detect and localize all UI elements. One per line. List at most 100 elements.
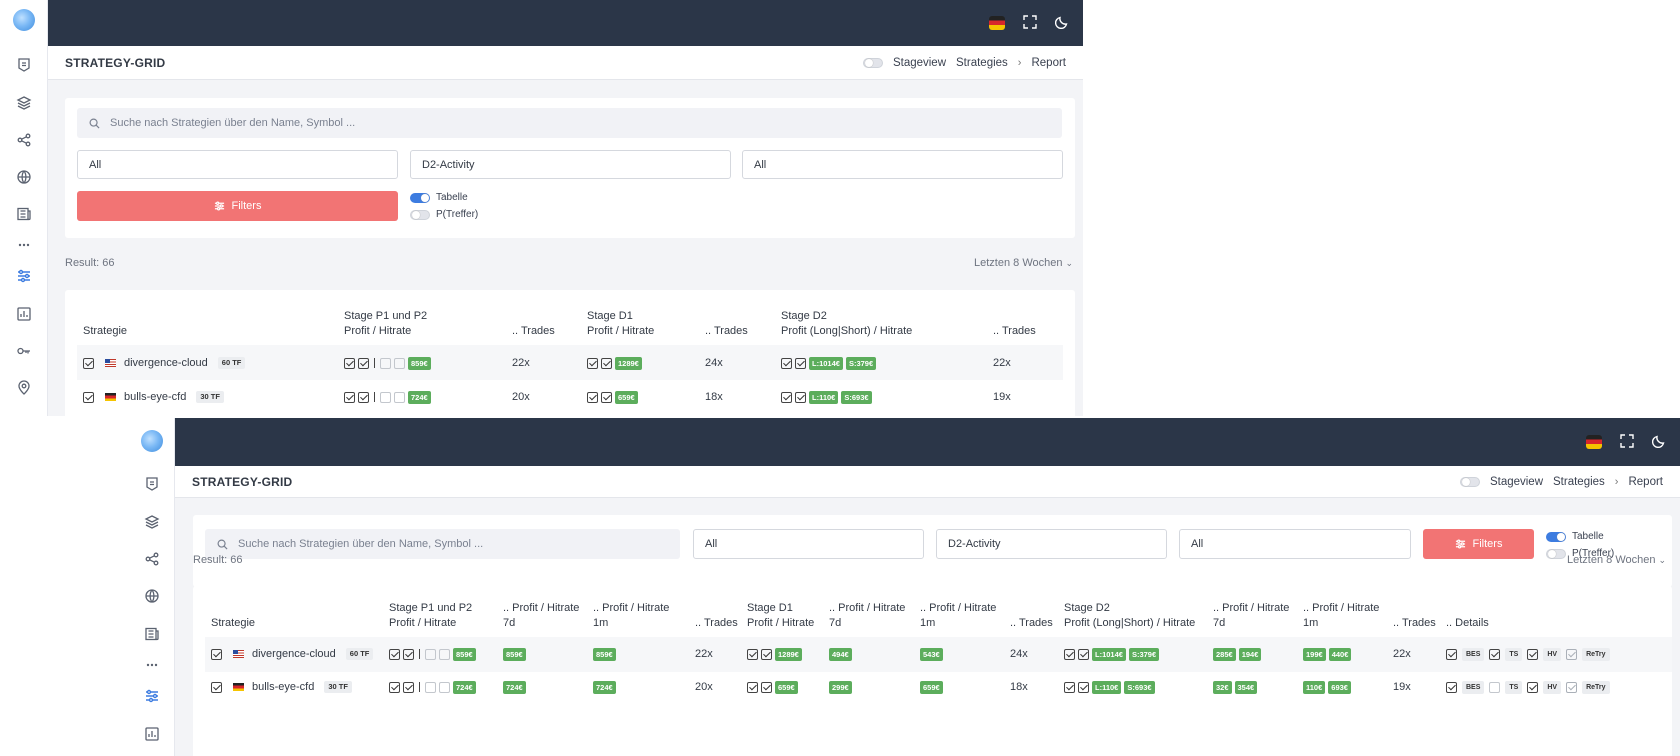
hv-checkbox[interactable] [1527,648,1539,660]
p2-checkbox-extra[interactable] [394,391,405,403]
dark-mode-icon[interactable] [1651,434,1666,451]
strategy-name[interactable]: divergence-cloud [124,357,208,369]
location-icon[interactable] [0,376,48,400]
col-trades-2[interactable]: .. Trades [1010,617,1053,629]
d2-checkbox[interactable] [781,357,792,369]
d1-checkbox[interactable] [587,357,598,369]
row-checkbox[interactable] [211,648,222,660]
d1-checkbox-2[interactable] [601,357,612,369]
d1-checkbox[interactable] [587,391,598,403]
col-trades-3[interactable]: .. Trades [993,325,1036,337]
col-d1-1m[interactable]: .. Profit / Hitrate 1m [920,602,997,629]
select-2[interactable]: D2-Activity [410,150,731,179]
p1-checkbox[interactable] [389,648,400,660]
table-row[interactable]: bulls-eye-cfd 30 TF [211,680,352,694]
globe-icon[interactable] [0,165,48,189]
p1-checkbox[interactable] [344,357,355,369]
p1-checkbox[interactable] [389,681,400,693]
d2-checkbox[interactable] [1064,681,1075,693]
retry-checkbox[interactable] [1566,648,1578,660]
p2-checkbox[interactable] [403,648,414,660]
bes-checkbox[interactable] [1446,648,1457,660]
chart-icon[interactable] [128,722,176,746]
d1-checkbox-2[interactable] [761,681,772,693]
p2-checkbox-extra[interactable] [439,681,450,693]
row-checkbox[interactable] [83,357,94,369]
sliders-icon[interactable] [128,684,176,708]
filters-button[interactable]: Filters [77,191,398,221]
table-row[interactable]: bulls-eye-cfd 30 TF [83,390,224,404]
shield-icon[interactable] [128,472,176,496]
table-row[interactable]: divergence-cloud 60 TF [211,647,374,661]
share-icon[interactable] [0,128,48,152]
shield-icon[interactable] [0,53,48,77]
col-strategie[interactable]: Strategie [211,617,256,629]
col-p12-7d[interactable]: .. Profit / Hitrate 7d [503,602,580,629]
strategy-name[interactable]: bulls-eye-cfd [252,681,315,693]
p2-checkbox[interactable] [403,681,414,693]
breadcrumb-report[interactable]: Report [1628,475,1663,488]
p1-checkbox-extra[interactable] [425,648,436,660]
filters-button[interactable]: Filters [1423,529,1534,559]
col-d2[interactable]: Stage D2 Profit (Long|Short) / Hitrate [1064,602,1196,629]
col-d2[interactable]: Stage D2 Profit (Long|Short) / Hitrate [781,310,913,337]
col-trades-2[interactable]: .. Trades [705,325,748,337]
d2-checkbox-2[interactable] [795,357,806,369]
search-input[interactable]: Suche nach Strategien über den Name, Sym… [205,529,680,559]
select-3[interactable]: All [1179,529,1411,559]
german-flag-icon[interactable] [1586,435,1602,449]
sliders-icon[interactable] [0,264,48,288]
p1-checkbox[interactable] [344,391,355,403]
app-logo[interactable] [0,8,48,32]
breadcrumb-strategies[interactable]: Strategies [1553,475,1605,488]
key-icon[interactable] [0,339,48,363]
ts-checkbox[interactable] [1489,681,1501,693]
fullscreen-icon[interactable] [1023,14,1037,32]
prob-toggle[interactable] [1546,548,1566,559]
layers-icon[interactable] [0,91,48,115]
d2-checkbox-2[interactable] [795,391,806,403]
ts-checkbox[interactable] [1489,648,1501,660]
d1-checkbox[interactable] [747,681,758,693]
table-row[interactable]: divergence-cloud 60 TF [83,356,246,370]
d1-checkbox[interactable] [747,648,758,660]
col-trades-3[interactable]: .. Trades [1393,617,1436,629]
p1-checkbox-extra[interactable] [380,391,391,403]
newspaper-icon[interactable] [0,202,48,226]
layers-icon[interactable] [128,510,176,534]
select-1[interactable]: All [693,529,924,559]
row-checkbox[interactable] [83,391,94,403]
stageview-toggle[interactable] [862,57,883,68]
prob-toggle-row[interactable]: P(Treffer) [410,209,478,220]
row-checkbox[interactable] [211,681,222,693]
table-toggle-row[interactable]: Tabelle [410,192,468,203]
col-d1[interactable]: Stage D1 Profit / Hitrate [587,310,655,337]
german-flag-icon[interactable] [989,16,1005,30]
d1-checkbox-2[interactable] [601,391,612,403]
search-input[interactable]: Suche nach Strategien über den Name, Sym… [77,108,1062,138]
bes-checkbox[interactable] [1446,681,1457,693]
period-select[interactable]: Letzten 8 Wochen ⌄ [1567,554,1666,566]
share-icon[interactable] [128,547,176,571]
breadcrumb-strategies[interactable]: Strategies [956,56,1008,69]
more-icon[interactable] [0,233,48,257]
select-1[interactable]: All [77,150,398,179]
col-p12[interactable]: Stage P1 und P2 Profit / Hitrate [389,602,473,629]
retry-checkbox[interactable] [1566,681,1578,693]
col-d2-1m[interactable]: .. Profit / Hitrate 1m [1303,602,1380,629]
hv-checkbox[interactable] [1527,681,1539,693]
col-d1[interactable]: Stage D1 Profit / Hitrate [747,602,815,629]
prob-toggle-row[interactable]: P(Treffer) [1546,548,1614,559]
globe-icon[interactable] [128,584,176,608]
col-details[interactable]: .. Details [1446,617,1489,629]
stageview-toggle[interactable] [1459,476,1480,487]
d2-checkbox-2[interactable] [1078,681,1089,693]
newspaper-icon[interactable] [128,622,176,646]
col-p12[interactable]: Stage P1 und P2 Profit / Hitrate [344,310,428,337]
period-select[interactable]: Letzten 8 Wochen ⌄ [974,257,1073,269]
fullscreen-icon[interactable] [1620,433,1634,451]
col-p12-1m[interactable]: .. Profit / Hitrate 1m [593,602,670,629]
d2-checkbox-2[interactable] [1078,648,1089,660]
p2-checkbox[interactable] [358,357,369,369]
col-d2-7d[interactable]: .. Profit / Hitrate 7d [1213,602,1290,629]
